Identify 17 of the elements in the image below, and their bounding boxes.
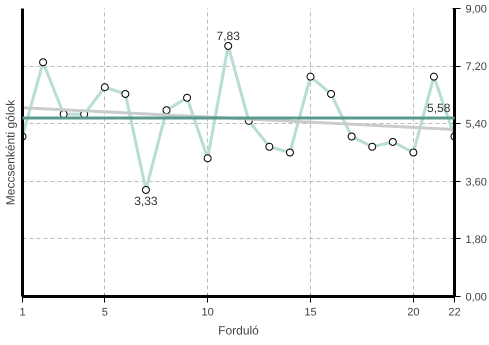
y-tick-label: 1,80: [466, 234, 487, 246]
data-label: 7,83: [216, 28, 240, 43]
y-tick-label: 5,40: [466, 118, 487, 131]
data-label: 3,33: [134, 194, 158, 208]
y-tick-label: 0,00: [466, 292, 487, 304]
y-axis-title: Meccsenkénti gólok: [4, 98, 18, 206]
y-tick-label: 7,20: [466, 61, 487, 74]
y-tick-label: 9,00: [466, 4, 487, 16]
x-tick-label: 5: [102, 306, 108, 318]
ref-line-label: 5,58: [427, 100, 451, 115]
x-tick-label: 1: [19, 306, 26, 318]
x-axis-title: Forduló: [218, 324, 260, 338]
x-tick-label: 10: [202, 306, 214, 318]
x-tick-label: 15: [304, 306, 317, 318]
y-tick-label: 3,60: [466, 176, 487, 188]
x-tick-label: 22: [448, 306, 461, 318]
x-tick-label: 20: [407, 306, 420, 318]
